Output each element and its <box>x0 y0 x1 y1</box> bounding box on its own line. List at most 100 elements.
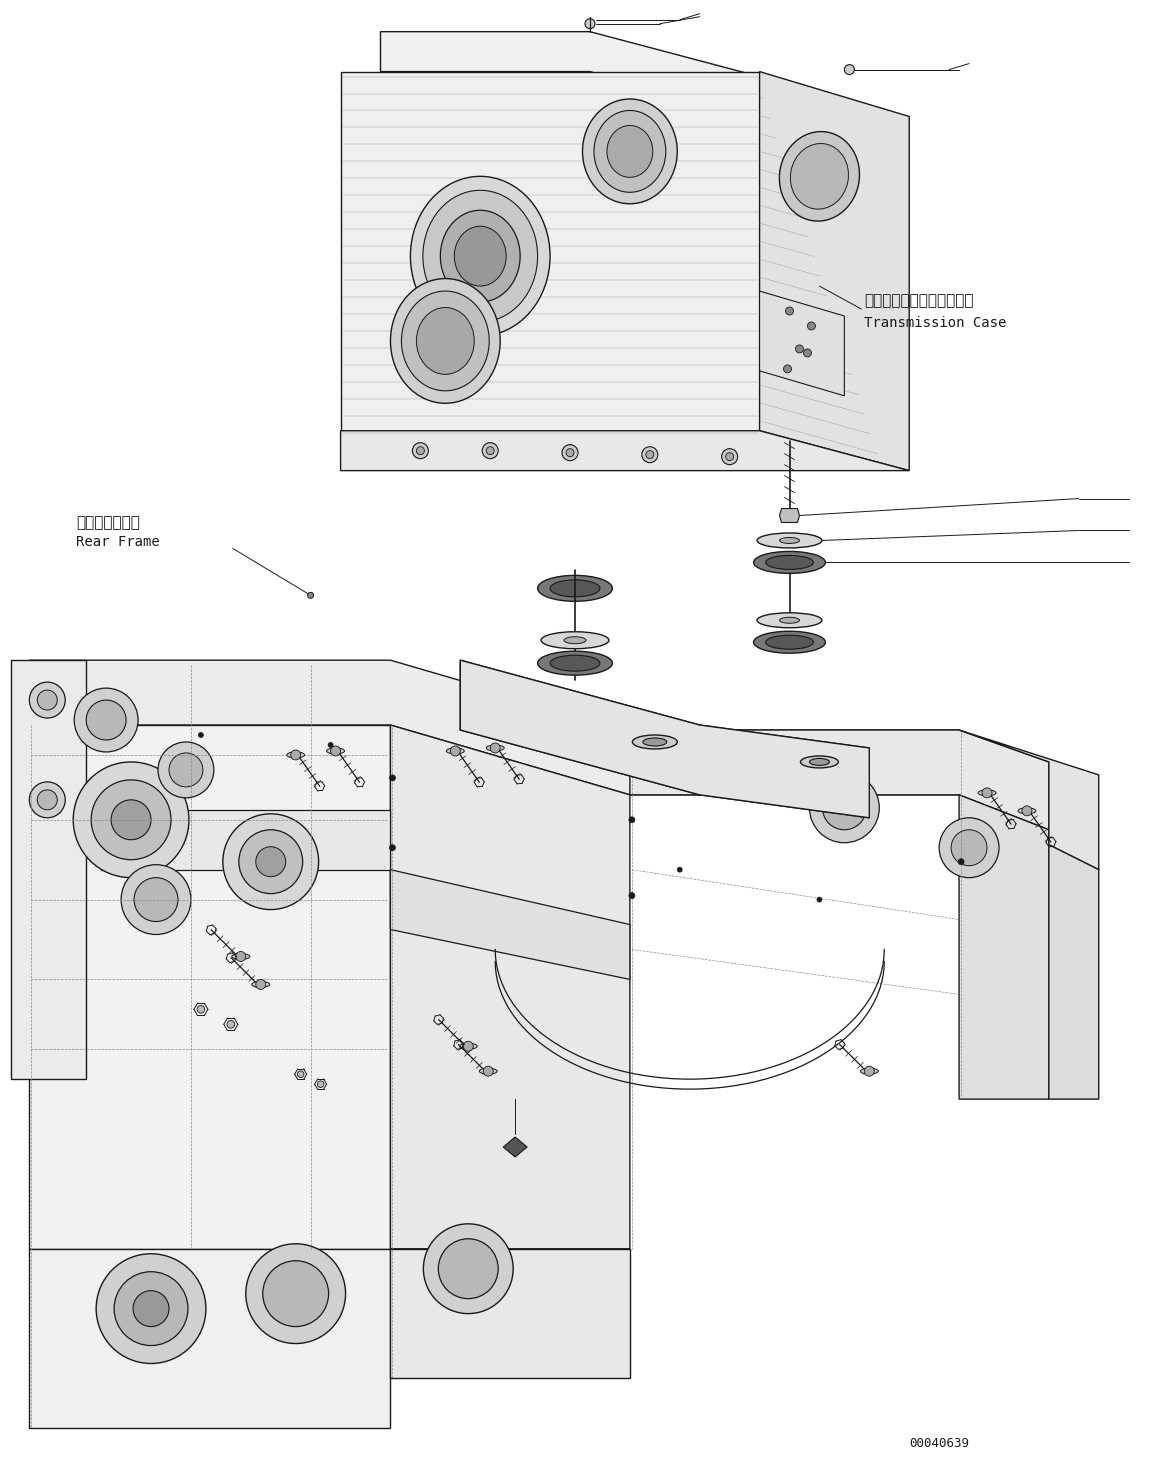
Circle shape <box>951 829 987 866</box>
Circle shape <box>133 1291 169 1327</box>
Circle shape <box>308 592 314 598</box>
Circle shape <box>816 897 822 902</box>
Polygon shape <box>12 661 86 1080</box>
Ellipse shape <box>441 211 520 302</box>
Circle shape <box>958 858 964 864</box>
Circle shape <box>29 683 65 718</box>
Ellipse shape <box>779 132 859 221</box>
Polygon shape <box>380 32 759 117</box>
Circle shape <box>844 64 855 75</box>
Circle shape <box>121 864 191 935</box>
Circle shape <box>263 1261 329 1327</box>
Polygon shape <box>461 661 869 817</box>
Ellipse shape <box>423 190 537 322</box>
Circle shape <box>940 817 999 878</box>
Ellipse shape <box>800 756 839 768</box>
Circle shape <box>438 1239 498 1298</box>
Ellipse shape <box>391 278 500 403</box>
Circle shape <box>134 878 178 921</box>
Ellipse shape <box>978 790 996 795</box>
Ellipse shape <box>231 954 250 960</box>
Circle shape <box>642 447 658 463</box>
Ellipse shape <box>757 533 822 548</box>
Circle shape <box>158 741 214 798</box>
Circle shape <box>328 743 333 747</box>
Circle shape <box>807 322 815 330</box>
Circle shape <box>114 1272 188 1345</box>
Circle shape <box>97 1254 206 1364</box>
Circle shape <box>864 1067 875 1077</box>
Circle shape <box>484 1067 493 1077</box>
Polygon shape <box>779 508 799 523</box>
Circle shape <box>37 790 57 810</box>
Circle shape <box>722 448 737 464</box>
Circle shape <box>74 689 138 752</box>
Ellipse shape <box>459 1043 477 1049</box>
Polygon shape <box>341 72 759 431</box>
Polygon shape <box>959 730 1099 870</box>
Circle shape <box>416 447 424 454</box>
Circle shape <box>238 829 302 894</box>
Polygon shape <box>391 870 630 980</box>
Circle shape <box>585 19 595 29</box>
Circle shape <box>86 700 126 740</box>
Circle shape <box>785 308 793 315</box>
Ellipse shape <box>486 746 505 752</box>
Text: トランスミッションケース: トランスミッションケース <box>864 293 973 309</box>
Ellipse shape <box>633 735 677 749</box>
Polygon shape <box>959 795 1049 1099</box>
Ellipse shape <box>791 144 849 209</box>
Polygon shape <box>391 1248 630 1379</box>
Circle shape <box>199 732 204 737</box>
Ellipse shape <box>607 126 652 177</box>
Polygon shape <box>29 725 391 1248</box>
Circle shape <box>784 365 792 374</box>
Ellipse shape <box>401 292 490 391</box>
Circle shape <box>982 788 992 798</box>
Polygon shape <box>101 810 391 870</box>
Circle shape <box>256 847 286 876</box>
Ellipse shape <box>809 759 829 765</box>
Circle shape <box>483 442 498 459</box>
Polygon shape <box>1049 845 1099 1099</box>
Circle shape <box>562 445 578 460</box>
Polygon shape <box>700 725 869 817</box>
Circle shape <box>245 1244 345 1343</box>
Ellipse shape <box>757 612 822 627</box>
Circle shape <box>486 447 494 454</box>
Ellipse shape <box>583 100 677 204</box>
Ellipse shape <box>327 749 344 754</box>
Circle shape <box>423 1223 513 1314</box>
Ellipse shape <box>411 176 550 335</box>
Text: Transmission Case: Transmission Case <box>864 316 1007 330</box>
Circle shape <box>298 1071 304 1077</box>
Circle shape <box>450 746 461 756</box>
Circle shape <box>726 453 734 460</box>
Polygon shape <box>504 1137 527 1157</box>
Ellipse shape <box>643 738 666 746</box>
Circle shape <box>413 442 428 459</box>
Ellipse shape <box>564 637 586 643</box>
Circle shape <box>317 1081 324 1087</box>
Polygon shape <box>341 431 909 470</box>
Ellipse shape <box>416 308 475 375</box>
Circle shape <box>629 892 635 898</box>
Ellipse shape <box>779 538 799 544</box>
Circle shape <box>390 845 395 851</box>
Ellipse shape <box>550 655 600 671</box>
Circle shape <box>677 867 683 872</box>
Polygon shape <box>759 72 909 470</box>
Circle shape <box>1022 806 1032 816</box>
Circle shape <box>804 349 812 357</box>
Ellipse shape <box>287 752 305 757</box>
Ellipse shape <box>479 1068 498 1074</box>
Ellipse shape <box>765 636 813 649</box>
Circle shape <box>463 1042 473 1052</box>
Polygon shape <box>461 661 700 795</box>
Ellipse shape <box>779 617 799 623</box>
Ellipse shape <box>861 1068 878 1074</box>
Ellipse shape <box>1018 807 1036 813</box>
Circle shape <box>822 785 866 829</box>
Ellipse shape <box>537 576 613 601</box>
Ellipse shape <box>455 226 506 286</box>
